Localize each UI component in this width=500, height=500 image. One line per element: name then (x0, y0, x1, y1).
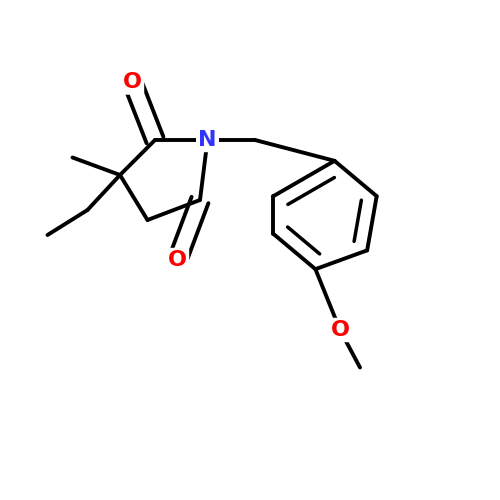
Text: O: O (168, 250, 187, 270)
Text: N: N (198, 130, 217, 150)
Text: O: O (123, 72, 142, 92)
Text: O: O (330, 320, 349, 340)
